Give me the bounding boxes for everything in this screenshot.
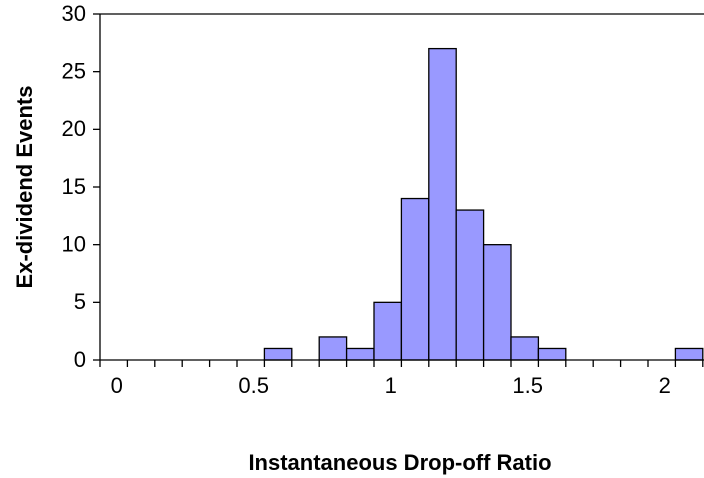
x-tick-label: 1 [385, 373, 397, 398]
x-tick-label: 0.5 [238, 373, 269, 398]
y-tick-label: 0 [74, 347, 86, 372]
x-axis-title: Instantaneous Drop-off Ratio [248, 450, 551, 475]
bar [510, 336, 540, 361]
y-axis-title: Ex-dividend Events [12, 86, 37, 289]
x-tick-label: 0 [111, 373, 123, 398]
y-tick-label: 5 [74, 289, 86, 314]
bar [318, 336, 348, 361]
bar [373, 301, 403, 361]
x-tick-label: 2 [659, 373, 671, 398]
x-tick-label: 1.5 [512, 373, 543, 398]
y-tick-label: 10 [62, 231, 86, 256]
bar [455, 209, 485, 361]
y-tick-label: 20 [62, 116, 86, 141]
bar [428, 47, 457, 361]
bar [345, 347, 375, 361]
bar [263, 347, 293, 361]
y-tick-label: 30 [62, 1, 86, 26]
y-tick-label: 15 [62, 174, 86, 199]
bar [482, 244, 512, 361]
y-tick-label: 25 [62, 58, 86, 83]
bar [537, 347, 567, 361]
bar [400, 197, 430, 361]
bar [674, 347, 704, 361]
